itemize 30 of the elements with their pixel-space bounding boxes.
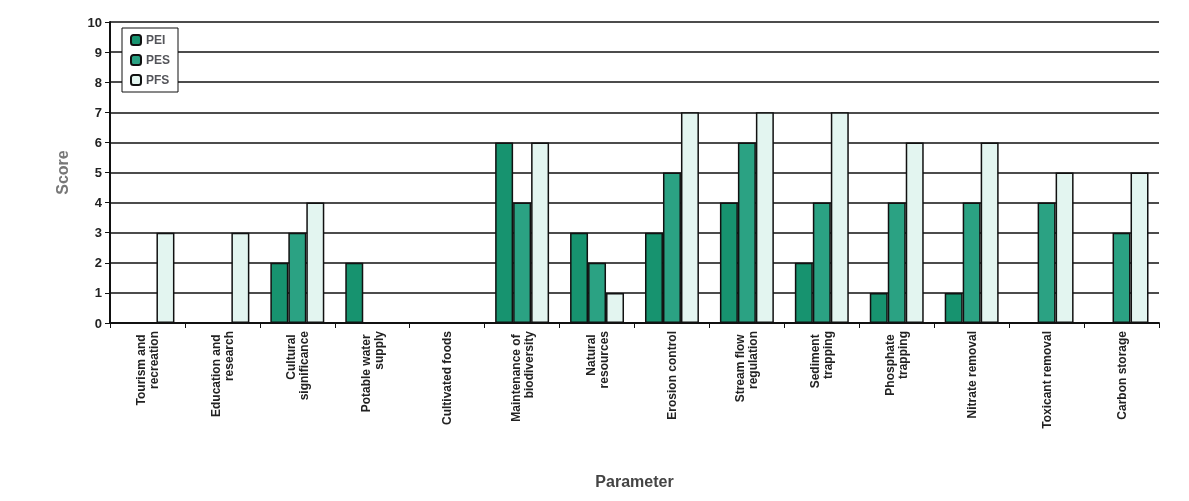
y-axis-title: Score <box>53 150 71 195</box>
x-tick-label: Sediment trapping <box>808 331 836 389</box>
legend-label: PFS <box>146 73 170 87</box>
legend-label: PEI <box>146 33 166 47</box>
x-tick-label: Natural resources <box>583 330 611 389</box>
x-tick-label: Nitrate removal <box>964 331 979 419</box>
y-tick-label: 6 <box>94 134 102 150</box>
y-tick-label: 1 <box>94 285 102 301</box>
x-tick-label: Cultivated foods <box>440 330 455 426</box>
x-tick-label: Maintenance of biodiversity <box>508 330 536 422</box>
y-tick-label: 8 <box>94 74 102 90</box>
x-tick-label: Stream flow regulation <box>733 331 761 403</box>
y-tick-label: 0 <box>94 315 102 331</box>
y-tick-label: 7 <box>94 104 102 120</box>
y-tick-label: 10 <box>87 14 102 30</box>
x-tick-label: Carbon storage <box>1114 330 1129 420</box>
x-tick-label: Erosion control <box>664 331 679 420</box>
y-tick-label: 3 <box>94 225 102 241</box>
x-tick-label: Toxicant removal <box>1039 331 1054 429</box>
y-tick-label: 9 <box>94 44 102 60</box>
x-tick-label: Potable water supply <box>358 330 386 413</box>
x-tick-label: Education and research <box>208 331 236 418</box>
x-tick-label: Tourism and recreation <box>133 331 161 406</box>
x-tick-label: Cultural significance <box>283 330 311 401</box>
y-tick-label: 2 <box>94 255 102 271</box>
y-tick-label: 5 <box>94 165 102 180</box>
x-axis-title: Parameter <box>595 472 674 490</box>
y-tick-label: 4 <box>94 195 103 211</box>
legend-label: PES <box>146 53 171 67</box>
x-tick-label: Phosphate trapping <box>883 331 911 396</box>
